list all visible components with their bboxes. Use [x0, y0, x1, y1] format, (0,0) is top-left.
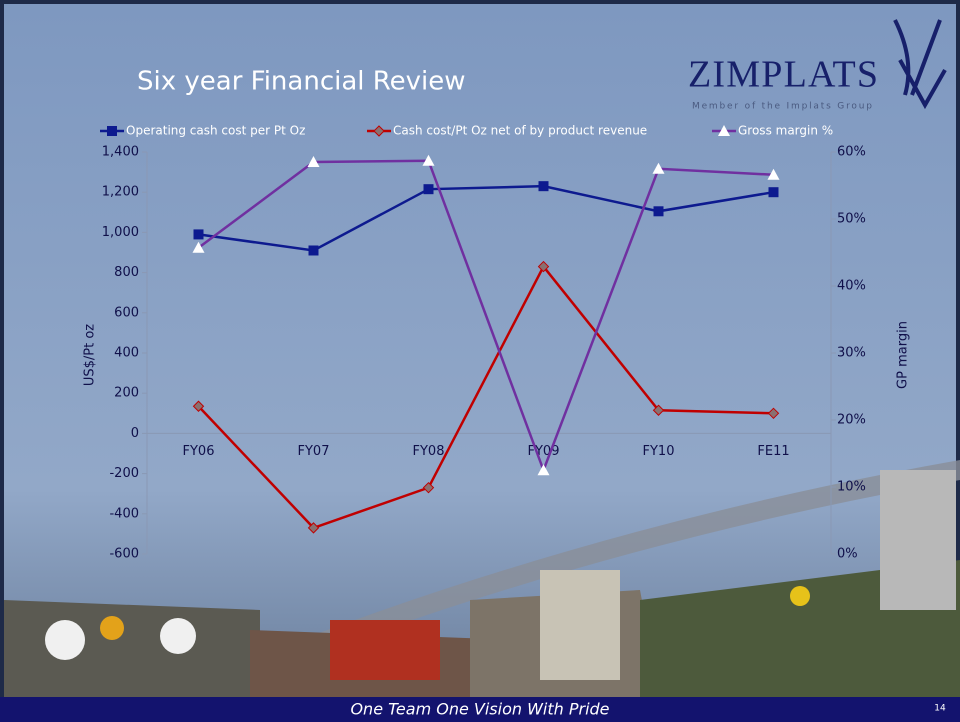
x-tick-label: FY10 [643, 444, 675, 459]
point [652, 162, 665, 174]
y-tick-label: 200 [114, 386, 139, 401]
logo-tagline: Member of the Implats Group [692, 102, 872, 112]
y2-tick-label: 0% [837, 547, 858, 562]
x-tick-label: FY08 [413, 444, 445, 459]
footer: One Team One Vision With Pride [350, 700, 609, 719]
series-line [197, 159, 774, 474]
y2-tick-label: 30% [837, 346, 866, 361]
y-axis-label: US$/Pt oz [83, 324, 98, 386]
x-tick-label: FY07 [298, 444, 330, 459]
y2-tick-label: 20% [837, 413, 866, 428]
point [193, 229, 204, 240]
point [422, 154, 435, 166]
point [537, 464, 550, 476]
photo-strip [4, 460, 960, 697]
y2-tick-label: 10% [837, 480, 866, 495]
legend-label: Gross margin % [738, 124, 833, 138]
point [308, 245, 319, 256]
point [192, 400, 205, 412]
x-tick-label: FY06 [183, 444, 215, 459]
point [192, 241, 205, 253]
point [718, 125, 730, 136]
footer-bar [0, 697, 960, 722]
x-tick-label: FY09 [528, 444, 560, 459]
title: Six year Financial Review [137, 67, 466, 97]
point [107, 126, 117, 136]
y2-axis-label: GP margin [896, 321, 911, 389]
logo-icon [893, 19, 947, 110]
x-tick-label: FE11 [757, 444, 789, 459]
y-tick-label: 600 [114, 305, 139, 320]
point [307, 522, 320, 534]
y-tick-label: 0 [131, 426, 139, 441]
y-tick-label: -600 [109, 547, 139, 562]
y-tick-label: 800 [114, 265, 139, 280]
y-tick-label: -400 [109, 506, 139, 521]
page-number: 14 [934, 704, 946, 714]
y2-tick-label: 60% [837, 145, 866, 160]
point [653, 206, 664, 217]
series-line [197, 264, 774, 530]
point [307, 156, 320, 168]
y-tick-label: 1,000 [102, 225, 139, 240]
point [538, 181, 549, 192]
point [423, 184, 434, 195]
point [768, 187, 779, 198]
point [537, 260, 550, 273]
series-line [198, 184, 774, 252]
y-tick-label: 400 [114, 346, 139, 361]
legend-label: Operating cash cost per Pt Oz [126, 124, 305, 138]
y-tick-label: 1,400 [102, 145, 139, 160]
y-tick-label: 1,200 [102, 185, 139, 200]
y2-tick-label: 40% [837, 279, 866, 294]
y-tick-label: -200 [109, 466, 139, 481]
logo: ZIMPLATS [688, 54, 878, 96]
point [767, 168, 780, 180]
point [422, 481, 435, 494]
y2-tick-label: 50% [837, 212, 866, 227]
point [767, 407, 780, 420]
point [652, 404, 665, 416]
point [373, 125, 385, 137]
legend-label: Cash cost/Pt Oz net of by product revenu… [393, 124, 647, 138]
